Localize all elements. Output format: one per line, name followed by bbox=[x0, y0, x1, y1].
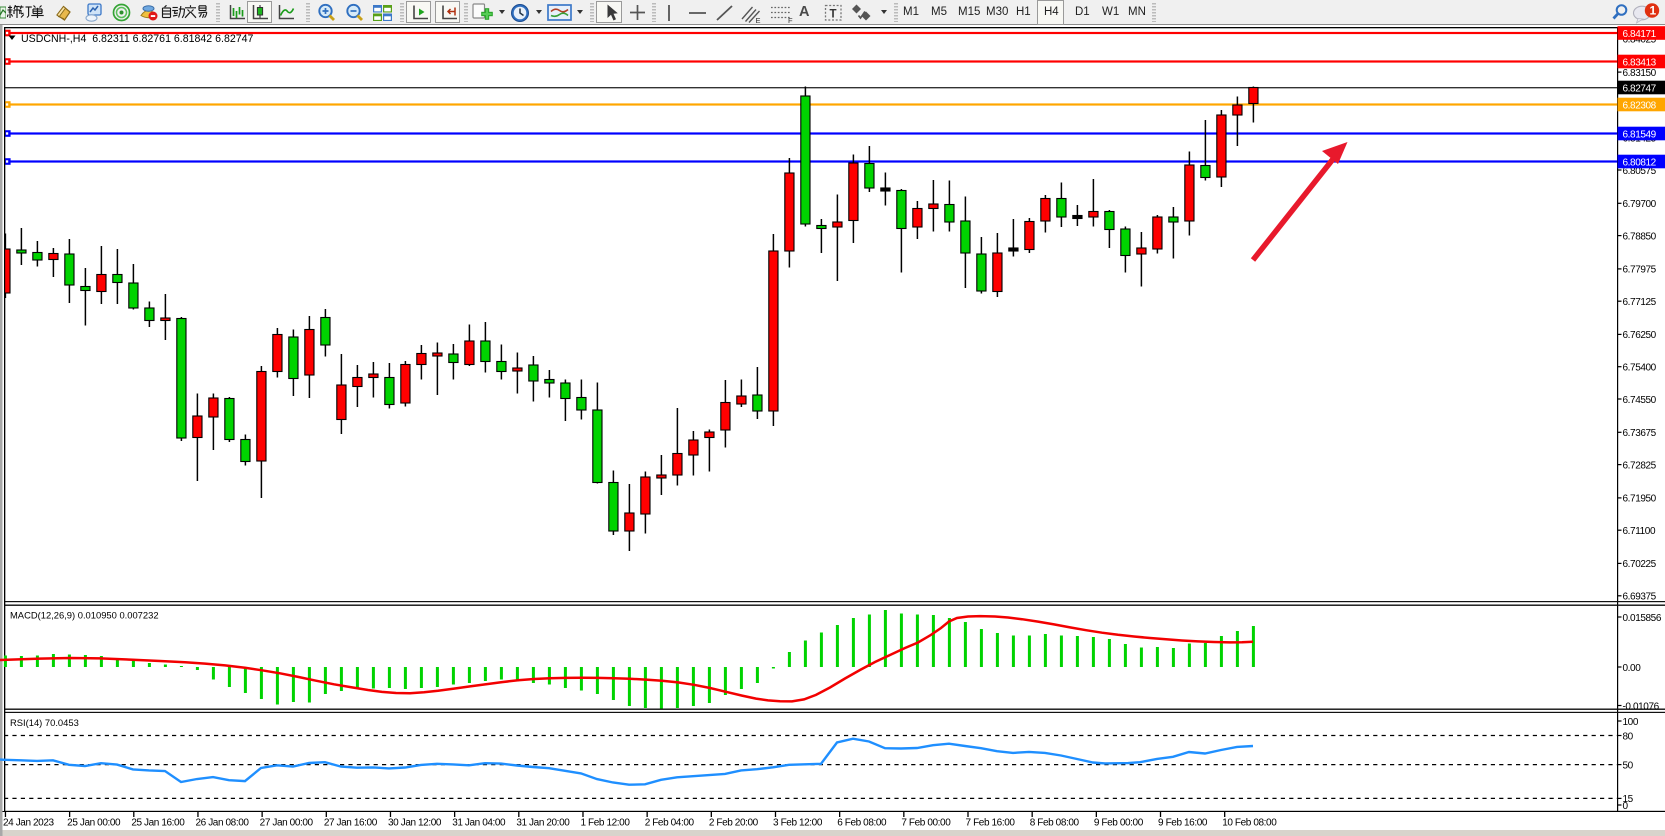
svg-text:80: 80 bbox=[1623, 731, 1634, 742]
svg-text:10 Feb 08:00: 10 Feb 08:00 bbox=[1222, 818, 1277, 829]
svg-text:1 Feb 12:00: 1 Feb 12:00 bbox=[581, 818, 631, 829]
svg-text:6.77975: 6.77975 bbox=[1623, 265, 1657, 276]
svg-text:2 Feb 04:00: 2 Feb 04:00 bbox=[645, 818, 695, 829]
svg-text:6.70225: 6.70225 bbox=[1623, 559, 1657, 570]
svg-text:MACD(12,26,9) 0.010950 0.00723: MACD(12,26,9) 0.010950 0.007232 bbox=[10, 610, 159, 621]
svg-text:6.71950: 6.71950 bbox=[1623, 494, 1657, 505]
svg-text:3 Feb 12:00: 3 Feb 12:00 bbox=[773, 818, 823, 829]
svg-text:6.71100: 6.71100 bbox=[1623, 526, 1656, 537]
svg-text:RSI(14) 70.0453: RSI(14) 70.0453 bbox=[10, 717, 79, 728]
svg-text:27 Jan 00:00: 27 Jan 00:00 bbox=[260, 818, 314, 829]
svg-text:0: 0 bbox=[1623, 801, 1629, 812]
svg-text:6.79700: 6.79700 bbox=[1623, 199, 1657, 210]
svg-text:1: 1 bbox=[1650, 4, 1657, 18]
svg-text:6.83150: 6.83150 bbox=[1623, 68, 1657, 79]
svg-text:6.72825: 6.72825 bbox=[1623, 460, 1657, 471]
svg-text:6.80812: 6.80812 bbox=[1623, 158, 1657, 169]
svg-text:6.81549: 6.81549 bbox=[1623, 130, 1657, 141]
svg-text:6.73675: 6.73675 bbox=[1623, 428, 1657, 439]
svg-text:6.80575: 6.80575 bbox=[1623, 166, 1657, 177]
svg-text:50: 50 bbox=[1623, 760, 1634, 771]
svg-text:6.83413: 6.83413 bbox=[1623, 58, 1657, 69]
svg-text:7 Feb 00:00: 7 Feb 00:00 bbox=[901, 818, 951, 829]
svg-text:6.74550: 6.74550 bbox=[1623, 395, 1657, 406]
svg-text:6.78850: 6.78850 bbox=[1623, 231, 1657, 242]
svg-text:6.69375: 6.69375 bbox=[1623, 592, 1657, 603]
svg-text:-0.01076: -0.01076 bbox=[1623, 701, 1660, 712]
svg-text:26 Jan 08:00: 26 Jan 08:00 bbox=[196, 818, 250, 829]
svg-text:24 Jan 2023: 24 Jan 2023 bbox=[3, 818, 54, 829]
svg-text:2 Feb 20:00: 2 Feb 20:00 bbox=[709, 818, 759, 829]
svg-text:6.82308: 6.82308 bbox=[1623, 101, 1657, 112]
svg-text:25 Jan 00:00: 25 Jan 00:00 bbox=[67, 818, 121, 829]
svg-text:6.84171: 6.84171 bbox=[1623, 29, 1657, 40]
svg-text:6.82747: 6.82747 bbox=[1623, 84, 1657, 95]
svg-text:6.77125: 6.77125 bbox=[1623, 297, 1657, 308]
svg-text:6.84025: 6.84025 bbox=[1623, 35, 1657, 46]
svg-text:T: T bbox=[830, 9, 837, 21]
svg-text:F: F bbox=[788, 16, 793, 24]
svg-text:6.75400: 6.75400 bbox=[1623, 363, 1657, 374]
svg-text:0.015856: 0.015856 bbox=[1623, 613, 1662, 624]
svg-text:30 Jan 12:00: 30 Jan 12:00 bbox=[388, 818, 442, 829]
svg-text:6 Feb 08:00: 6 Feb 08:00 bbox=[837, 818, 887, 829]
svg-text:31 Jan 20:00: 31 Jan 20:00 bbox=[516, 818, 570, 829]
svg-text:25 Jan 16:00: 25 Jan 16:00 bbox=[131, 818, 185, 829]
svg-text:7 Feb 16:00: 7 Feb 16:00 bbox=[966, 818, 1016, 829]
svg-text:6.76250: 6.76250 bbox=[1623, 330, 1657, 341]
svg-text:27 Jan 16:00: 27 Jan 16:00 bbox=[324, 818, 378, 829]
svg-text:E: E bbox=[756, 16, 761, 24]
svg-text:9 Feb 00:00: 9 Feb 00:00 bbox=[1094, 818, 1144, 829]
svg-text:8 Feb 08:00: 8 Feb 08:00 bbox=[1030, 818, 1080, 829]
svg-text:15: 15 bbox=[1623, 794, 1634, 805]
svg-text:0.00: 0.00 bbox=[1623, 663, 1642, 674]
svg-text:31 Jan 04:00: 31 Jan 04:00 bbox=[452, 818, 506, 829]
svg-text:USDCNH-,H4 6.82311 6.82761 6.: USDCNH-,H4 6.82311 6.82761 6.81842 6.827… bbox=[21, 33, 254, 45]
svg-text:100: 100 bbox=[1623, 717, 1639, 728]
svg-text:9 Feb 16:00: 9 Feb 16:00 bbox=[1158, 818, 1208, 829]
